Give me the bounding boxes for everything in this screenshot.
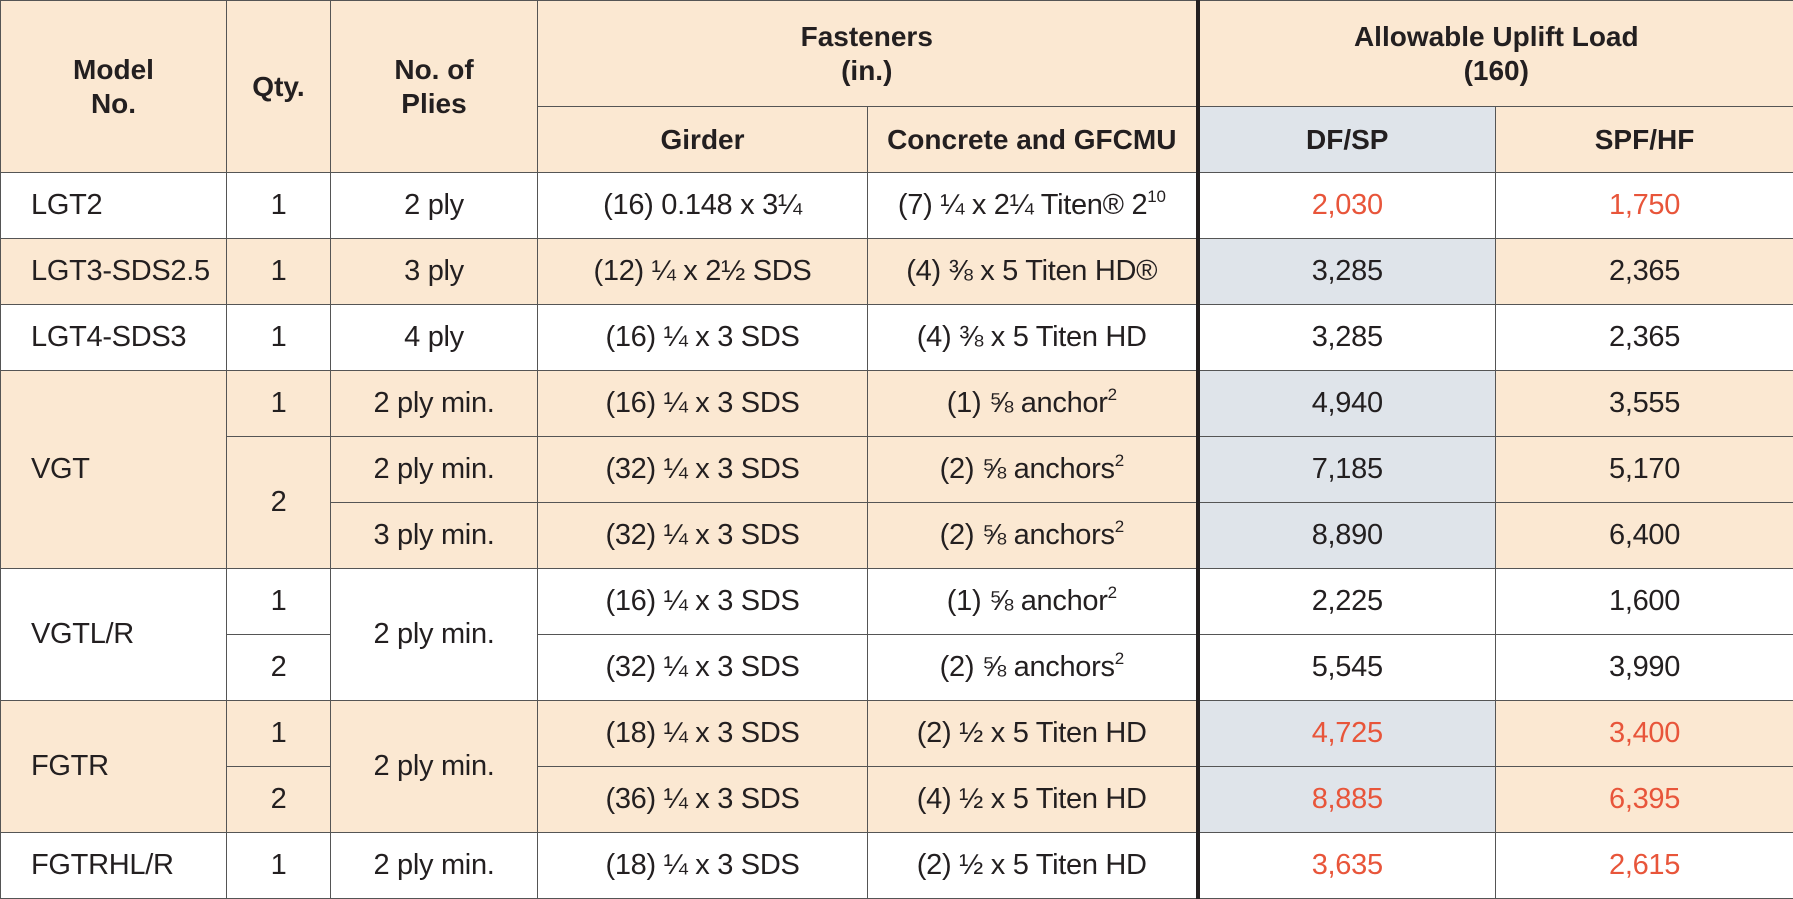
header-girder: Girder — [537, 106, 868, 173]
concrete-cell: (4) ⅜ x 5 Titen HD® — [866, 238, 1199, 305]
table-row: 2 (36) ¼ x 3 SDS (4) ½ x 5 Titen HD 8,88… — [1, 766, 1793, 833]
qty-cell: 2 — [226, 766, 331, 833]
plies-cell: 2 ply min. — [330, 370, 538, 437]
table-row: 2 2 ply min. (32) ¼ x 3 SDS (2) ⅝ anchor… — [1, 436, 1793, 569]
plies-cell: 3 ply — [330, 238, 538, 305]
qty-cell: 1 — [226, 172, 331, 239]
table-row: 3 ply min. (32) ¼ x 3 SDS (2) ⅝ anchors2… — [1, 502, 1793, 569]
qty-cell: 2 — [226, 436, 331, 569]
df-sp-cell: 3,285 — [1195, 238, 1497, 305]
plies-cell: 2 ply min. — [330, 568, 538, 701]
concrete-cell: (2) ⅝ anchors2 — [866, 634, 1199, 701]
concrete-cell: (2) ⅝ anchors2 — [866, 502, 1199, 569]
girder-cell: (18) ¼ x 3 SDS — [537, 700, 868, 767]
spf-hf-cell: 6,395 — [1495, 766, 1793, 833]
table-row: LGT2 1 2 ply (16) 0.148 x 3¼ (7) ¼ x 2¼ … — [0, 172, 1793, 239]
qty-cell: 1 — [226, 370, 331, 437]
concrete-cell: (2) ½ x 5 Titen HD — [866, 832, 1199, 899]
footnote-ref: 2 — [1107, 583, 1117, 602]
header-qty: Qty. — [226, 0, 331, 173]
table-row: LGT4-SDS3 1 4 ply (16) ¼ x 3 SDS (4) ⅜ x… — [0, 304, 1793, 371]
header-model-no: Model No. — [0, 0, 227, 173]
model-cell: LGT3-SDS2.5 — [0, 238, 227, 305]
plies-cell: 3 ply min. — [330, 502, 538, 569]
girder-cell: (16) 0.148 x 3¼ — [537, 172, 868, 239]
table-row: FGTRHL/R 1 2 ply min. (18) ¼ x 3 SDS (2)… — [0, 832, 1793, 899]
df-sp-cell: 8,890 — [1195, 502, 1497, 569]
spf-hf-cell: 5,170 — [1495, 436, 1793, 503]
concrete-cell: (4) ½ x 5 Titen HD — [866, 766, 1199, 833]
concrete-cell: (1) ⅝ anchor2 — [866, 568, 1199, 635]
spf-hf-cell: 1,600 — [1495, 568, 1793, 635]
girder-cell: (32) ¼ x 3 SDS — [537, 634, 868, 701]
df-sp-cell: 2,030 — [1195, 172, 1497, 239]
model-cell: LGT4-SDS3 — [0, 304, 227, 371]
table-row: VGT 1 2 ply min. (16) ¼ x 3 SDS (1) ⅝ an… — [0, 370, 1793, 569]
df-sp-cell: 7,185 — [1195, 436, 1497, 503]
qty-cell: 1 — [226, 568, 331, 635]
df-sp-cell: 4,940 — [1195, 370, 1497, 437]
footnote-ref: 2 — [1107, 385, 1117, 404]
plies-cell: 2 ply min. — [330, 832, 538, 899]
girder-cell: (32) ¼ x 3 SDS — [537, 436, 868, 503]
table-row: LGT3-SDS2.5 1 3 ply (12) ¼ x 2½ SDS (4) … — [0, 238, 1793, 305]
spf-hf-cell: 1,750 — [1495, 172, 1793, 239]
df-sp-cell: 8,885 — [1195, 766, 1497, 833]
header-df-sp: DF/SP — [1195, 106, 1497, 173]
girder-cell: (18) ¼ x 3 SDS — [537, 832, 868, 899]
table-row: 2 (32) ¼ x 3 SDS (2) ⅝ anchors2 5,545 3,… — [1, 634, 1793, 701]
qty-cell: 1 — [226, 304, 331, 371]
plies-cell: 2 ply — [330, 172, 538, 239]
girder-cell: (32) ¼ x 3 SDS — [537, 502, 868, 569]
spf-hf-cell: 3,400 — [1495, 700, 1793, 767]
df-sp-cell: 3,635 — [1195, 832, 1497, 899]
header-fasteners: Fasteners (in.) — [536, 0, 1199, 107]
spf-hf-cell: 2,365 — [1495, 238, 1793, 305]
model-cell: FGTRHL/R — [0, 832, 227, 899]
spf-hf-cell: 6,400 — [1495, 502, 1793, 569]
header-no-of-plies: No. of Plies — [330, 0, 538, 173]
model-cell: VGTL/R — [0, 568, 227, 701]
spf-hf-cell: 3,555 — [1495, 370, 1793, 437]
footnote-ref: 2 — [1114, 517, 1124, 536]
table-row: VGTL/R 1 2 ply min. (16) ¼ x 3 SDS (1) ⅝… — [0, 568, 1793, 701]
df-sp-cell: 4,725 — [1195, 700, 1497, 767]
model-cell: VGT — [0, 370, 227, 569]
concrete-cell: (1) ⅝ anchor2 — [866, 370, 1199, 437]
table-row: FGTR 1 2 ply min. (18) ¼ x 3 SDS (2) ½ x… — [0, 700, 1793, 833]
girder-cell: (16) ¼ x 3 SDS — [537, 568, 868, 635]
spf-hf-cell: 3,990 — [1495, 634, 1793, 701]
plies-cell: 2 ply min. — [330, 436, 538, 503]
concrete-cell: (2) ⅝ anchors2 — [866, 436, 1199, 503]
df-sp-cell: 3,285 — [1195, 304, 1497, 371]
footnote-ref: 2 — [1114, 649, 1124, 668]
footnote-ref: 10 — [1147, 187, 1166, 206]
plies-cell: 4 ply — [330, 304, 538, 371]
girder-cell: (12) ¼ x 2½ SDS — [537, 238, 868, 305]
concrete-cell: (2) ½ x 5 Titen HD — [866, 700, 1199, 767]
header-concrete-gfcmu: Concrete and GFCMU — [866, 106, 1199, 173]
spf-hf-cell: 2,615 — [1495, 832, 1793, 899]
spf-hf-cell: 2,365 — [1495, 304, 1793, 371]
qty-cell: 1 — [226, 700, 331, 767]
girder-cell: (36) ¼ x 3 SDS — [537, 766, 868, 833]
plies-cell: 2 ply min. — [330, 700, 538, 833]
header-allowable-uplift-load: Allowable Uplift Load (160) — [1195, 0, 1793, 107]
model-cell: FGTR — [0, 700, 227, 833]
footnote-ref: 2 — [1114, 451, 1124, 470]
qty-cell: 1 — [226, 832, 331, 899]
girder-cell: (16) ¼ x 3 SDS — [537, 370, 868, 437]
concrete-cell: (7) ¼ x 2¼ Titen® 210 — [866, 172, 1199, 239]
qty-cell: 2 — [226, 634, 331, 701]
df-sp-cell: 5,545 — [1195, 634, 1497, 701]
df-sp-cell: 2,225 — [1195, 568, 1497, 635]
header-spf-hf: SPF/HF — [1495, 106, 1793, 173]
concrete-cell: (4) ⅜ x 5 Titen HD — [866, 304, 1199, 371]
girder-cell: (16) ¼ x 3 SDS — [537, 304, 868, 371]
model-cell: LGT2 — [0, 172, 227, 239]
qty-cell: 1 — [226, 238, 331, 305]
